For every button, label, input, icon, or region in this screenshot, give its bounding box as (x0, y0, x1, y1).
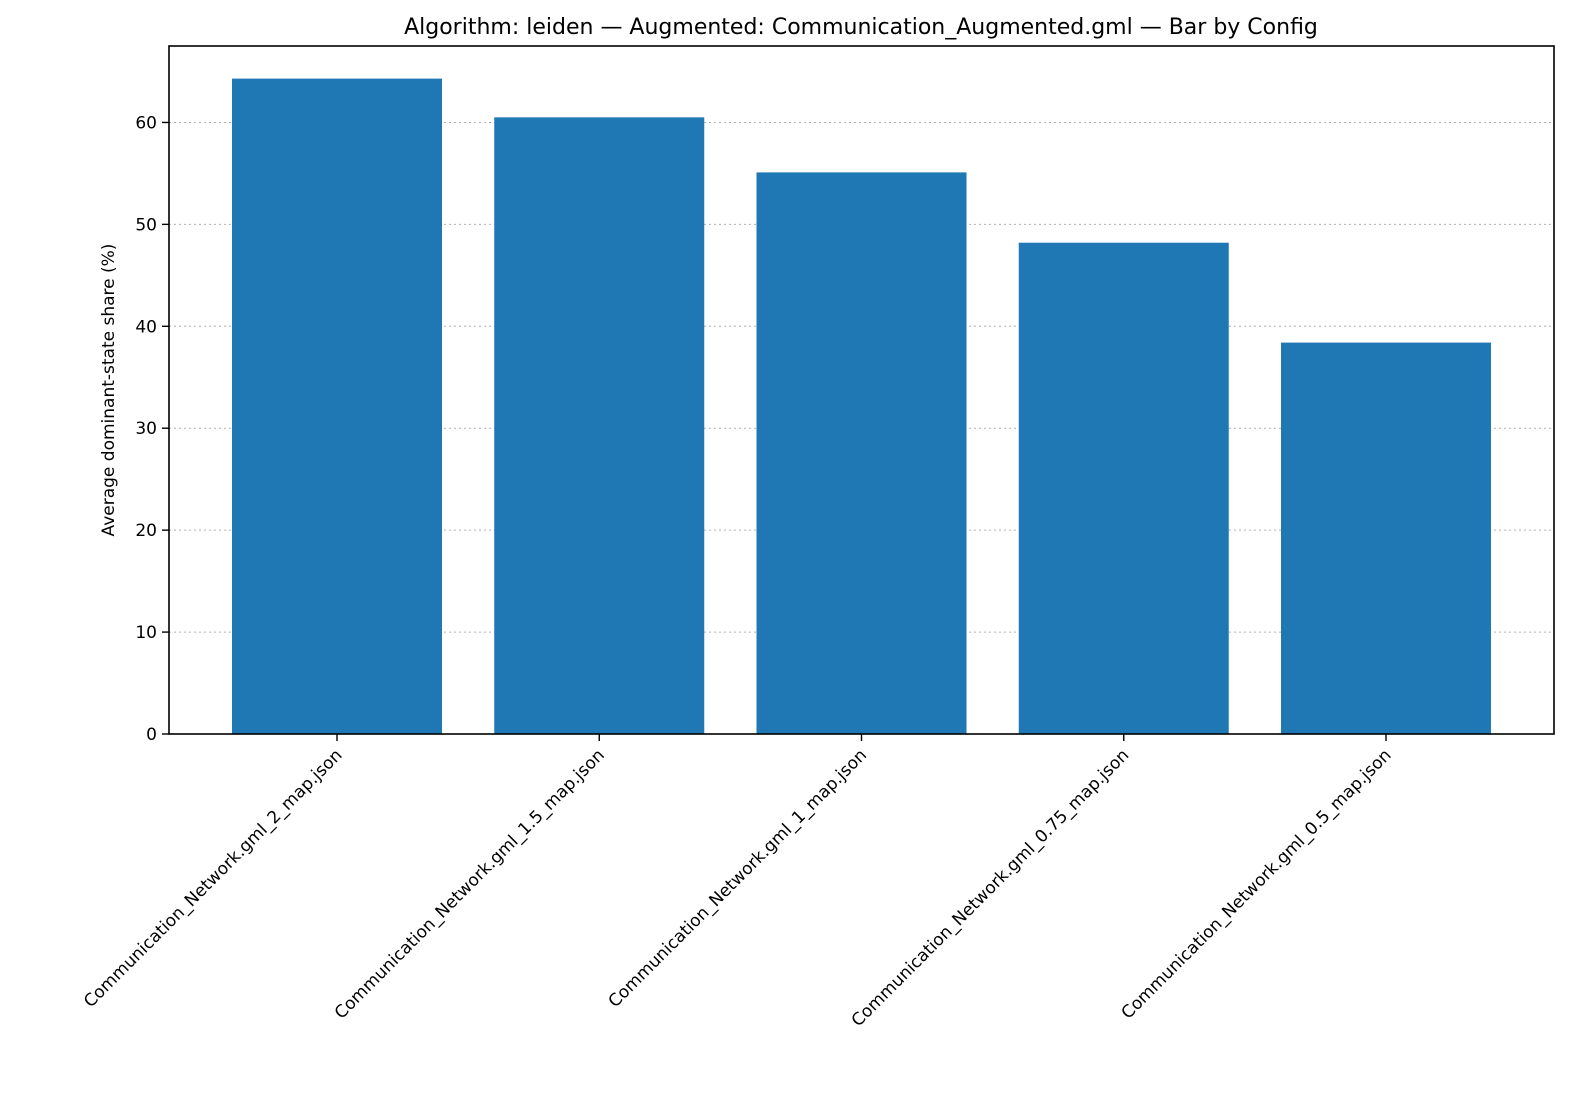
bar (494, 117, 705, 734)
y-axis-ticks: 0 10 20 30 40 50 60 (135, 113, 169, 745)
bar (1281, 342, 1491, 734)
chart-title: Algorithm: leiden — Augmented: Communica… (404, 15, 1318, 40)
y-axis-label: Average dominant-state share (%) (99, 244, 119, 537)
y-tick-label: 40 (135, 317, 157, 337)
bar (756, 172, 967, 734)
y-tick-label: 20 (135, 521, 157, 541)
bar (1018, 242, 1229, 734)
y-tick-label: 30 (135, 419, 157, 439)
y-tick-label: 10 (135, 623, 157, 643)
bars (232, 78, 1491, 735)
bar (232, 78, 442, 735)
y-tick-label: 60 (135, 113, 157, 133)
y-tick-label: 50 (135, 215, 157, 235)
y-tick-label: 0 (146, 725, 157, 745)
